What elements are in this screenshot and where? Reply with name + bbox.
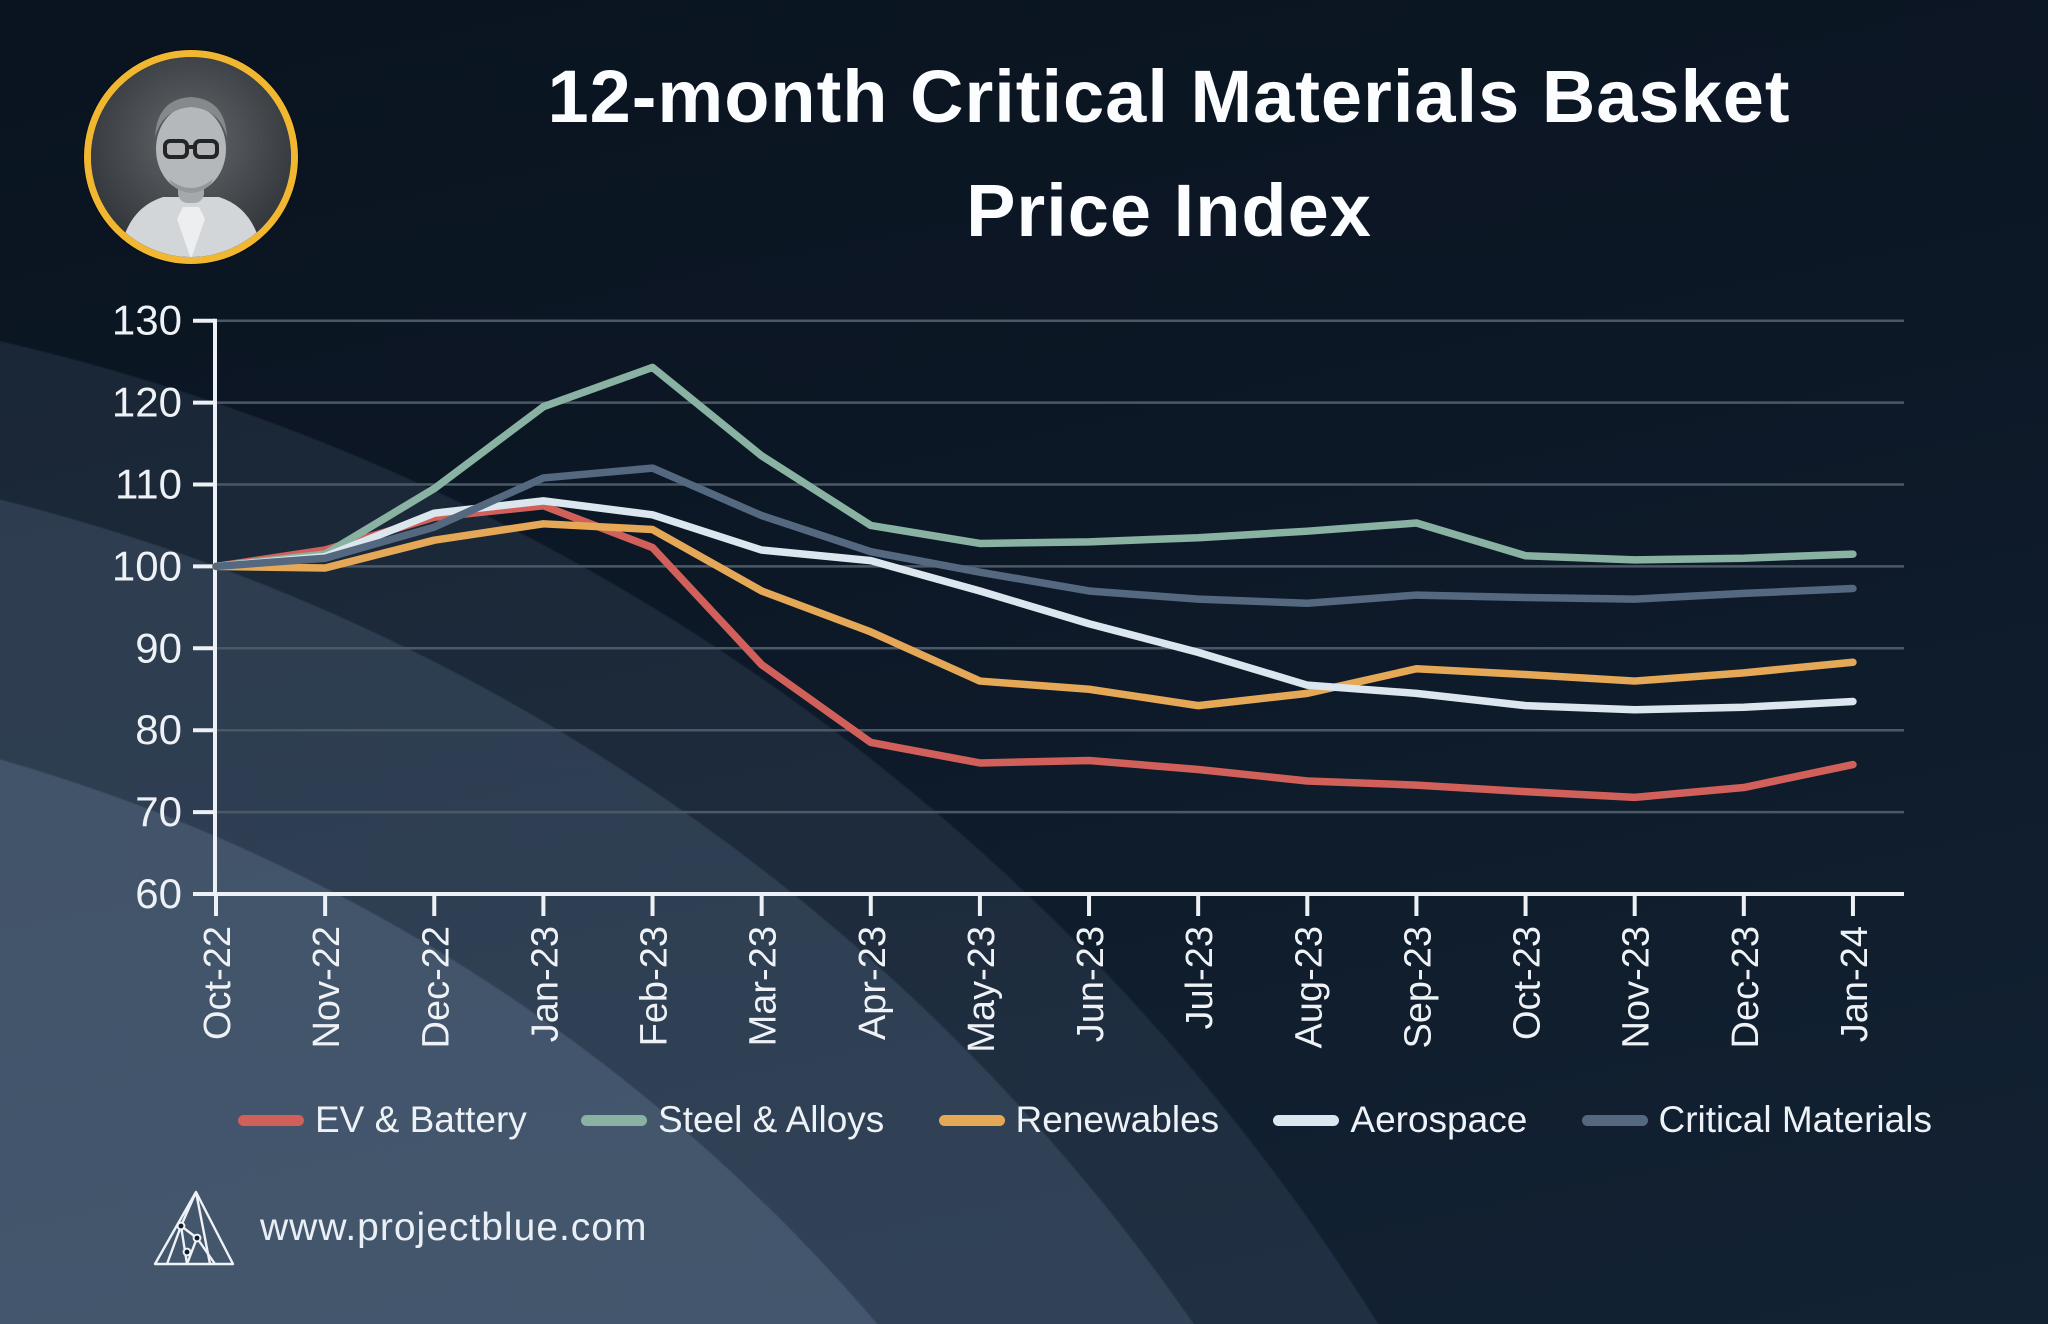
- legend-label: EV & Battery: [315, 1099, 527, 1140]
- presenter-avatar: [84, 50, 298, 264]
- chart-legend: EV & Battery Steel & Alloys Renewables Aero…: [238, 1094, 1932, 1146]
- y-tick-label-120: 120: [112, 379, 182, 426]
- y-tick-label-70: 70: [135, 788, 182, 835]
- legend-swatch-icon: [1581, 1114, 1648, 1126]
- x-tick-label-Jun-23: Jun-23: [1070, 926, 1112, 1042]
- legend-swatch-icon: [938, 1114, 1005, 1126]
- x-tick-label-Oct-22: Oct-22: [197, 926, 239, 1040]
- chart-title: 12-month Critical Materials Basket Price…: [300, 40, 2038, 268]
- x-tick-label-Nov-22: Nov-22: [306, 926, 348, 1049]
- x-tick-label-Sep-23: Sep-23: [1397, 926, 1439, 1049]
- legend-label: Aerospace: [1350, 1099, 1528, 1140]
- x-tick-label-Apr-23: Apr-23: [852, 926, 894, 1040]
- y-tick-label-130: 130: [112, 297, 182, 344]
- series-line-aerospace: [212, 497, 1857, 714]
- legend-swatch-icon: [238, 1114, 304, 1126]
- x-tick-label-Oct-23: Oct-23: [1507, 926, 1549, 1040]
- legend-swatch-icon: [581, 1114, 648, 1126]
- legend-label: Renewables: [1015, 1099, 1220, 1140]
- legend-item-critical-materials: Critical Materials: [1581, 1099, 1932, 1141]
- legend-item-aerospace: Aerospace: [1273, 1099, 1527, 1141]
- x-tick-label-Jul-23: Jul-23: [1179, 926, 1221, 1030]
- x-tick-label-Feb-23: Feb-23: [634, 926, 676, 1046]
- legend-item-renewables: Renewables: [938, 1099, 1220, 1141]
- series-line-critical-materials: [212, 464, 1857, 608]
- legend-label: Critical Materials: [1658, 1099, 1932, 1140]
- x-tick-label-Aug-23: Aug-23: [1288, 926, 1330, 1049]
- y-tick-label-100: 100: [112, 542, 182, 589]
- legend-item-steel-alloys: Steel & Alloys: [581, 1099, 884, 1141]
- projectblue-logo-icon: [153, 1190, 235, 1266]
- x-tick-label-Jan-23: Jan-23: [524, 926, 566, 1042]
- x-tick-label-Jan-24: Jan-24: [1834, 926, 1876, 1042]
- y-tick-label-90: 90: [135, 624, 182, 671]
- legend-label: Steel & Alloys: [658, 1099, 885, 1140]
- series-line-ev-battery: [212, 502, 1857, 802]
- title-line-2: Price Index: [966, 169, 1372, 252]
- legend-item-ev-battery: EV & Battery: [238, 1099, 527, 1141]
- y-tick-label-60: 60: [135, 870, 182, 917]
- footer: www.projectblue.com: [152, 1186, 647, 1270]
- x-tick-label-Mar-23: Mar-23: [743, 926, 785, 1046]
- legend-swatch-icon: [1273, 1114, 1340, 1126]
- series-line-renewables: [212, 520, 1857, 710]
- x-tick-label-Dec-23: Dec-23: [1725, 926, 1767, 1049]
- series-line-steel-alloys: [212, 363, 1857, 571]
- x-tick-label-Nov-23: Nov-23: [1616, 926, 1658, 1049]
- website-url: www.projectblue.com: [260, 1206, 648, 1249]
- title-line-1: 12-month Critical Materials Basket: [547, 55, 1791, 138]
- presenter-photo-icon: [91, 57, 291, 257]
- y-tick-label-80: 80: [135, 706, 182, 753]
- x-tick-label-May-23: May-23: [961, 926, 1003, 1053]
- x-tick-label-Dec-22: Dec-22: [415, 926, 457, 1049]
- y-tick-label-110: 110: [115, 461, 182, 508]
